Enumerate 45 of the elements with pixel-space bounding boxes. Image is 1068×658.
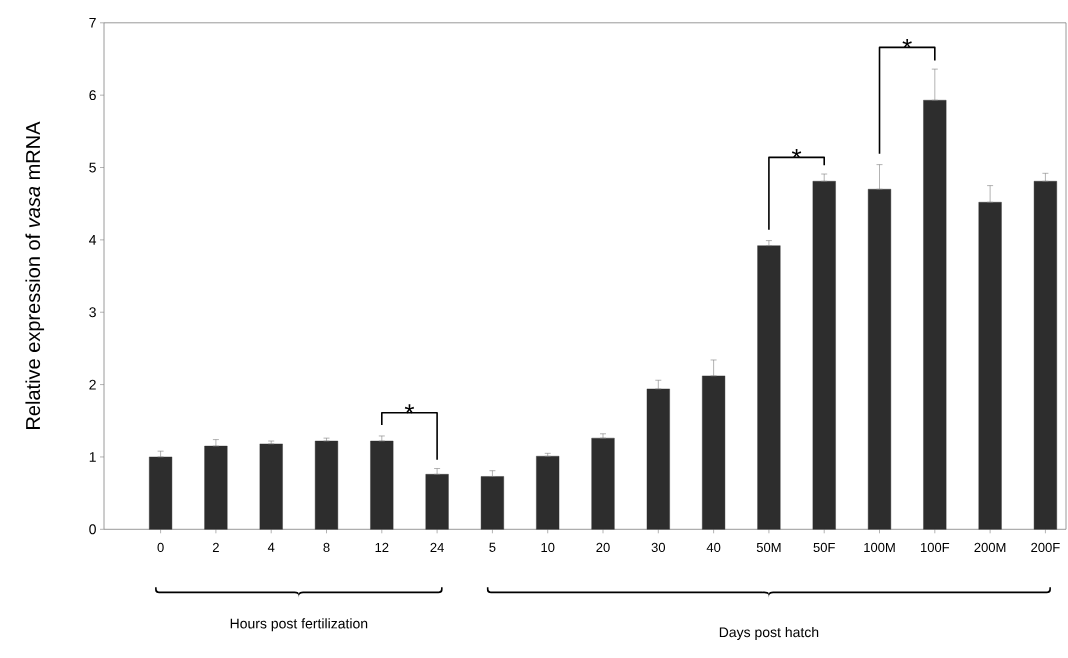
bar: [646, 388, 670, 530]
y-tick-label: 5: [89, 162, 96, 173]
bar: [702, 375, 726, 530]
y-tick-label: 6: [89, 90, 96, 101]
bar: [425, 474, 449, 530]
x-tick-label: 100M: [864, 542, 895, 553]
y-tick-label: 2: [89, 379, 96, 390]
bar: [867, 189, 892, 530]
x-tick-label: 50F: [813, 542, 835, 553]
x-tick-label: 20: [596, 542, 610, 553]
x-tick-label: 24: [430, 542, 444, 552]
y-tick-label: 7: [89, 17, 96, 28]
y-tick-label: 1: [89, 452, 96, 462]
x-tick-label: 40: [706, 542, 721, 553]
y-tick-label: 3: [89, 307, 96, 318]
bar: [812, 181, 836, 530]
bar: [149, 456, 173, 530]
x-tick-label: 4: [267, 542, 275, 552]
bar: [591, 437, 615, 530]
y-tick-label: 0: [89, 524, 96, 535]
x-tick-label: 5: [489, 542, 496, 552]
bar: [204, 445, 228, 530]
bar: [978, 202, 1002, 530]
x-tick-label: 10: [541, 542, 555, 553]
y-axis-title: Relative expression of vasa mRNA: [25, 121, 45, 429]
x-tick-label: 200F: [1031, 542, 1060, 553]
x-tick-label: 50M: [756, 542, 781, 553]
x-tick-label: 12: [375, 542, 389, 552]
text: Hours post fertilization: [230, 618, 368, 632]
text: Days post hatch: [719, 626, 819, 640]
x-tick-label: 100F: [920, 542, 950, 553]
bar: [1033, 181, 1057, 530]
bar: [259, 443, 283, 530]
x-tick-label: 30: [651, 542, 666, 553]
y-tick-label: 4: [89, 235, 97, 245]
x-tick-label: 2: [212, 542, 219, 552]
x-tick-label: 0: [157, 542, 164, 553]
bar: [757, 245, 781, 530]
x-tick-label: 200M: [974, 542, 1006, 553]
bar: [370, 440, 394, 530]
bar: [314, 440, 339, 530]
bar: [536, 456, 560, 530]
x-tick-label: 8: [323, 542, 330, 553]
bar: [480, 476, 504, 530]
bar: [923, 100, 947, 530]
